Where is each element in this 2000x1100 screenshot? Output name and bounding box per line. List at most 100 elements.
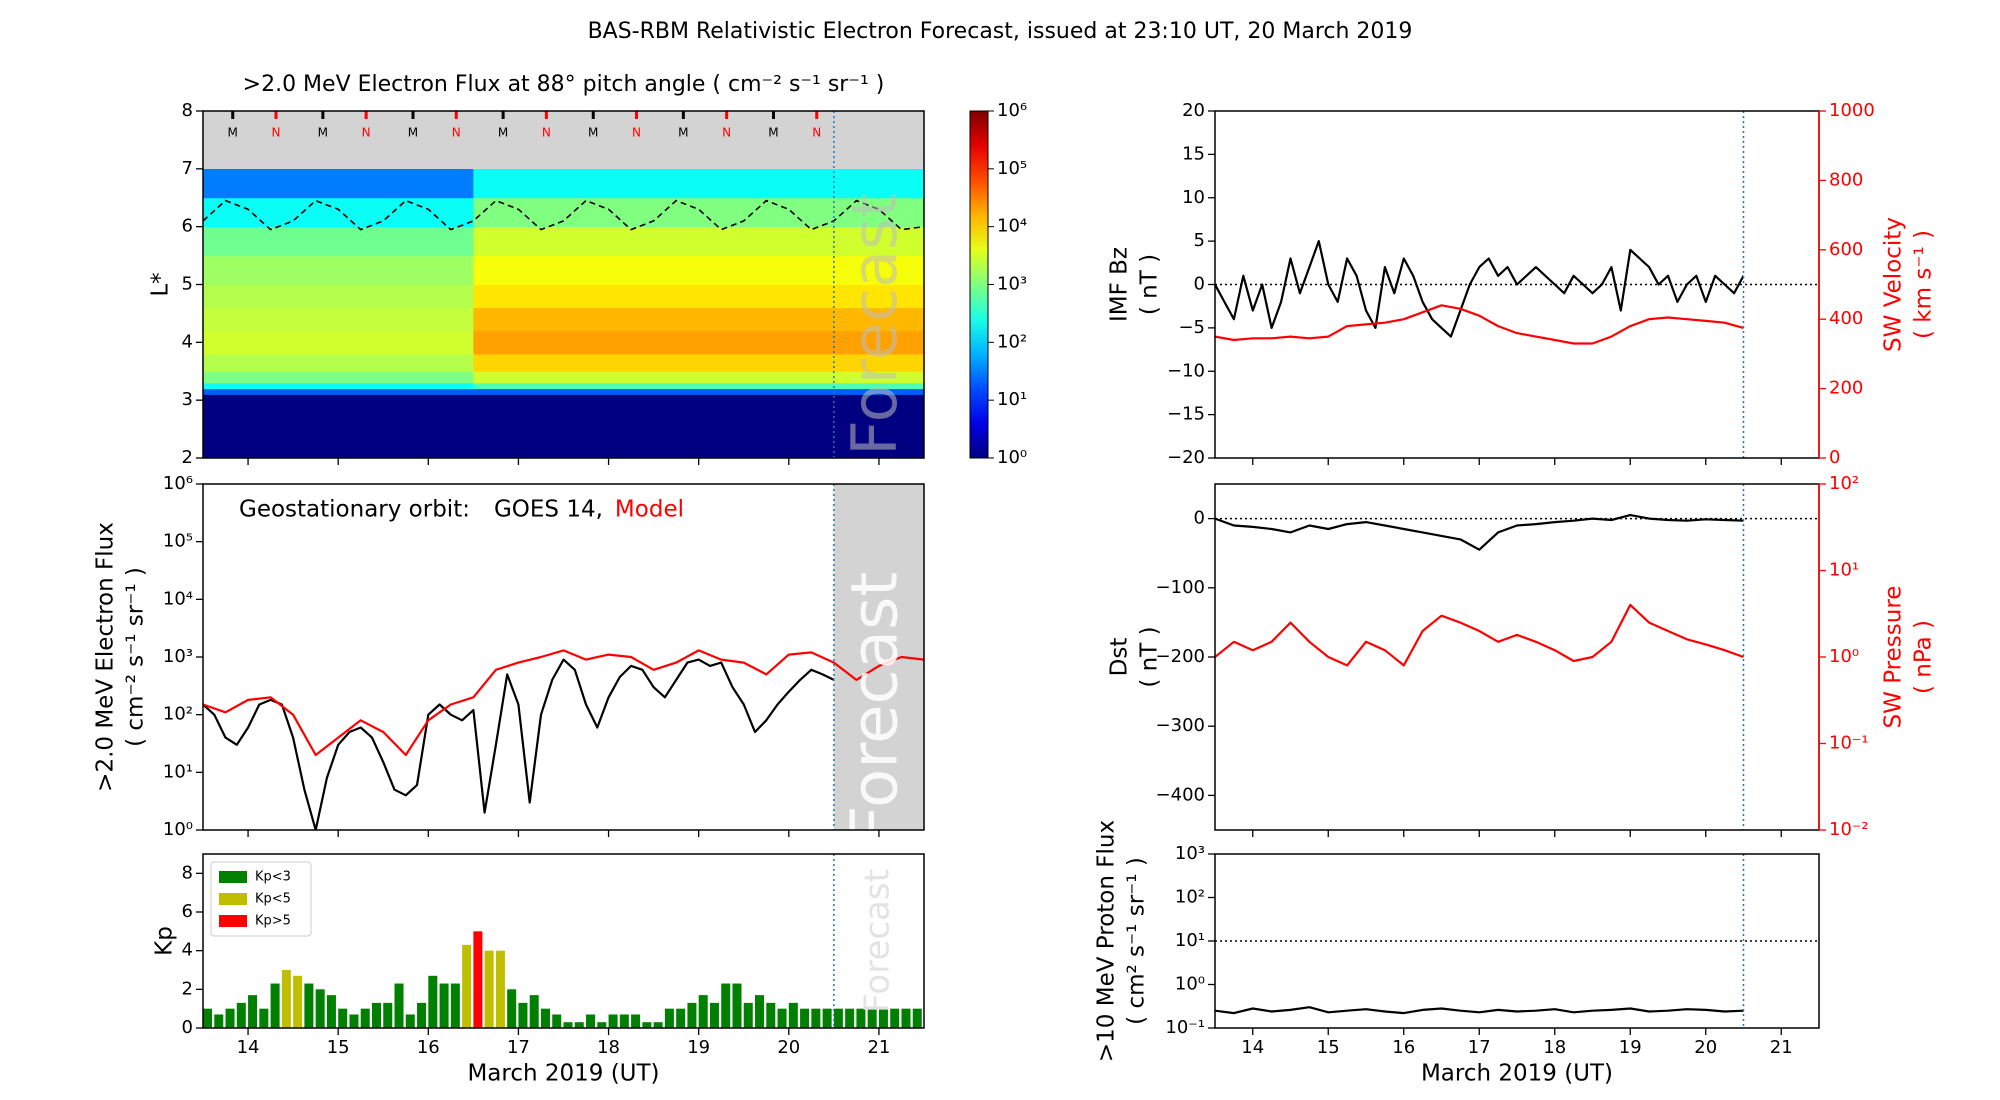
- heat-cell: [473, 371, 924, 384]
- x-tick-label: 15: [1317, 1037, 1340, 1058]
- bar: [687, 1002, 697, 1028]
- bar: [495, 950, 505, 1028]
- plot-area: [203, 484, 924, 830]
- y-axis-label: L*: [148, 272, 174, 296]
- legend-label: Kp<5: [255, 892, 291, 907]
- bar: [586, 1014, 596, 1028]
- heat-cell: [473, 330, 924, 355]
- orbit-marker-label: N: [452, 126, 461, 140]
- bar: [540, 1008, 550, 1028]
- series-line: [1215, 304, 1744, 345]
- y2-tick-label: 200: [1829, 378, 1863, 399]
- bar: [428, 975, 438, 1028]
- bar: [214, 1014, 224, 1028]
- y-axis-label: ( nT ): [1137, 626, 1163, 687]
- series-line: [1215, 603, 1744, 667]
- y2-tick-label: 10²: [1829, 473, 1859, 494]
- bar: [901, 1008, 911, 1028]
- y-axis-label: >2.0 MeV Electron Flux: [93, 522, 119, 792]
- heat-cell: [473, 382, 924, 390]
- heat-cell: [203, 226, 474, 257]
- y-tick-label: 2: [182, 447, 193, 468]
- bar: [518, 1002, 528, 1028]
- bar: [259, 1008, 269, 1028]
- bar: [439, 983, 449, 1028]
- y-tick-label: 4: [182, 940, 193, 961]
- orbit-marker-label: N: [632, 126, 641, 140]
- no-data-band: [203, 111, 924, 169]
- y-tick-label: 10⁵: [163, 531, 193, 552]
- y-tick-label: 6: [182, 216, 193, 237]
- bar: [878, 1008, 888, 1028]
- axes-frame: [202, 853, 925, 1029]
- x-tick-label: 14: [237, 1037, 260, 1058]
- x-tick-label: 21: [867, 1037, 890, 1058]
- x-tick-label: 15: [327, 1037, 350, 1058]
- legend-label: GOES 14,: [494, 497, 603, 523]
- y2-tick-label: 10⁰: [1829, 646, 1859, 667]
- heat-cell: [203, 388, 474, 395]
- y-axis-label: Dst: [1107, 638, 1133, 677]
- bar: [484, 950, 494, 1028]
- y-tick-label: 3: [182, 389, 193, 410]
- legend-label: Kp>5: [255, 914, 291, 929]
- bar: [743, 1002, 753, 1028]
- heat-cell: [203, 382, 474, 390]
- bar: [664, 1008, 674, 1028]
- legend-label: Model: [615, 497, 684, 523]
- y-tick-label: 10¹: [1175, 930, 1205, 951]
- y-tick-label: −300: [1156, 715, 1205, 736]
- bar: [574, 1022, 584, 1028]
- orbit-marker-label: M: [498, 126, 508, 140]
- colorbar-tick-label: 10⁶: [997, 100, 1027, 121]
- heat-cell: [203, 197, 474, 228]
- y-tick-label: 6: [182, 901, 193, 922]
- series-line: [1215, 1006, 1744, 1015]
- bar: [529, 995, 539, 1028]
- bar: [833, 1008, 843, 1028]
- series-line: [1215, 240, 1745, 338]
- y-tick-label: 10⁴: [163, 588, 193, 609]
- bar: [450, 983, 460, 1028]
- y-tick-label: −15: [1167, 404, 1205, 425]
- x-tick-label: 14: [1241, 1037, 1264, 1058]
- bar: [777, 1008, 787, 1028]
- bar: [326, 995, 336, 1028]
- x-tick-label: 19: [687, 1037, 710, 1058]
- y-axis-label: ( nT ): [1137, 254, 1163, 315]
- bar: [371, 1002, 381, 1028]
- y-tick-label: 15: [1182, 143, 1205, 164]
- y2-tick-label: 10⁻²: [1829, 819, 1869, 840]
- x-tick-label: 20: [777, 1037, 800, 1058]
- forecast-label: Forecast: [857, 869, 897, 1013]
- bar: [709, 1002, 719, 1028]
- y-axis-label: Kp: [152, 926, 178, 956]
- y2-tick-label: 600: [1829, 239, 1863, 260]
- y2-axis-label: SW Velocity: [1881, 217, 1907, 352]
- y-tick-label: 5: [182, 274, 193, 295]
- y-tick-label: 10: [1182, 187, 1205, 208]
- bar: [394, 983, 404, 1028]
- y2-tick-label: 1000: [1829, 100, 1875, 121]
- y-tick-label: 10³: [1175, 843, 1205, 864]
- orbit-marker-label: N: [722, 126, 731, 140]
- bar: [755, 995, 765, 1028]
- x-tick-label: 21: [1770, 1037, 1793, 1058]
- heat-cell: [473, 353, 924, 372]
- colorbar-tick-label: 10²: [997, 331, 1027, 352]
- bar: [642, 1022, 652, 1028]
- x-tick-label: 17: [1468, 1037, 1491, 1058]
- heat-cell: [203, 394, 474, 458]
- heat-cell: [473, 284, 924, 309]
- legend-label: Kp<3: [255, 870, 291, 885]
- y-tick-label: −400: [1156, 784, 1205, 805]
- bar: [304, 983, 314, 1028]
- heat-cell: [473, 226, 924, 257]
- bar: [845, 1008, 855, 1028]
- bar: [338, 1008, 348, 1028]
- bar: [507, 989, 517, 1028]
- bar: [890, 1008, 900, 1028]
- orbit-marker-label: N: [812, 126, 821, 140]
- colorbar: [969, 110, 989, 459]
